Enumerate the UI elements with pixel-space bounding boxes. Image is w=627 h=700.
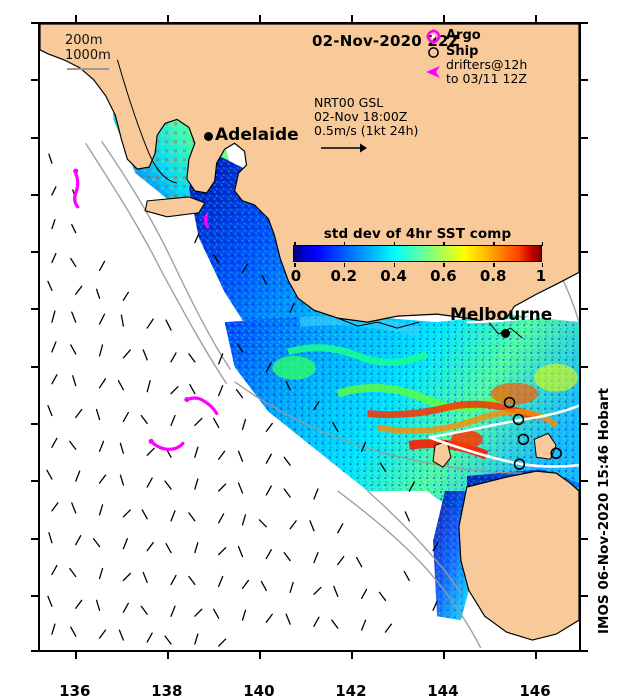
x-tick-label-0: 136	[59, 682, 91, 700]
melbourne-city-dot	[501, 329, 510, 338]
current-model-time: 02-Nov 18:00Z	[314, 109, 408, 124]
x-tick-label-2: 140	[243, 682, 275, 700]
drifter-track-2	[185, 396, 219, 416]
current-model-name: NRT00 GSL	[314, 95, 384, 110]
colorbar-tick-2: 0.4	[380, 267, 407, 285]
vector-grid	[46, 153, 439, 647]
legend-label-drifters-end: to 03/11 12Z	[446, 71, 527, 86]
drifter-track-4	[203, 213, 210, 229]
spencer-gulf-water	[116, 59, 178, 184]
x-axis-labels: 136 138 140 142 144 146	[38, 22, 581, 700]
drifter-head-markers	[73, 168, 190, 444]
adelaide-city-label: Adelaide	[215, 125, 299, 145]
ship-track-line-2	[428, 436, 579, 468]
ship-marker-icon	[428, 47, 439, 58]
legend-label-argo: Argo	[446, 28, 481, 43]
tasmania	[458, 470, 579, 641]
ship-position-markers	[503, 396, 562, 470]
current-scale-arrow-icon	[321, 143, 367, 153]
bathymetry-contours	[85, 140, 579, 649]
kangaroo-island	[144, 196, 206, 218]
colorbar[interactable]: std dev of 4hr SST comp 0 0.2 0.4 0.6 0.…	[291, 226, 546, 285]
colorbar-tick-3: 0.6	[430, 267, 457, 285]
adelaide-city-dot	[204, 132, 213, 141]
colorbar-tick-0: 0	[290, 267, 302, 285]
coast-track-line-3	[466, 313, 561, 324]
colorbar-gradient[interactable]: 0 0.2 0.4 0.6 0.8 1	[291, 242, 546, 285]
ship-track-line	[428, 404, 579, 439]
depth-legend-1000m: 1000m	[65, 48, 111, 63]
colorbar-tick-1: 0.2	[330, 267, 358, 285]
depth-legend-line	[67, 68, 109, 70]
x-tick-label-3: 142	[335, 682, 367, 700]
depth-legend-200m: 200m	[65, 33, 103, 48]
drifter-track-1	[73, 171, 80, 209]
legend-label-drifters-interval: drifters@12h	[446, 57, 528, 72]
map-plot-area[interactable]: 02-Nov-2020 22Z 200m 1000m Argo Ship dri…	[38, 22, 581, 652]
ship-track-and-positions	[428, 313, 579, 470]
drifter-tracks	[73, 168, 219, 451]
x-tick-label-5: 146	[519, 682, 551, 700]
x-tick-label-4: 144	[427, 682, 459, 700]
argo-marker-icon	[426, 29, 441, 44]
colorbar-tick-4: 0.8	[479, 267, 507, 285]
legend-label-ship: Ship	[446, 44, 479, 59]
x-tick-label-1: 138	[151, 682, 183, 700]
drifter-track-3	[149, 439, 185, 451]
current-scale-value: 0.5m/s (1kt 24h)	[314, 123, 419, 138]
melbourne-city-label: Melbourne	[450, 305, 553, 325]
colorbar-title: std dev of 4hr SST comp	[323, 226, 512, 242]
drifter-arrow-icon	[426, 66, 440, 78]
y-axis	[31, 22, 588, 652]
x-axis	[38, 15, 581, 659]
surface-current-vectors	[46, 153, 439, 647]
imos-credit-text: IMOS 06-Nov-2020 15:46 Hobart	[596, 387, 612, 634]
colorbar-tick-5: 1	[535, 267, 547, 285]
